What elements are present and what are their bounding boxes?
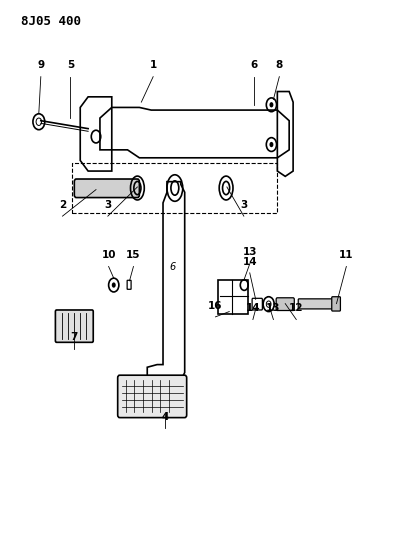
Circle shape [112,282,116,288]
Text: 11: 11 [339,250,354,260]
Text: 13: 13 [243,247,257,257]
Text: 9: 9 [37,60,44,70]
Text: 8: 8 [276,60,283,70]
FancyBboxPatch shape [276,298,294,311]
Text: 8J05 400: 8J05 400 [21,15,81,28]
Text: 15: 15 [126,250,141,260]
Text: 14: 14 [246,303,260,313]
FancyBboxPatch shape [56,310,93,342]
Text: 16: 16 [208,301,223,311]
Text: 14: 14 [243,256,257,266]
FancyBboxPatch shape [118,375,187,418]
Text: 12: 12 [289,303,304,313]
Text: 1: 1 [150,60,157,70]
Text: 5: 5 [67,60,74,70]
Circle shape [270,102,274,108]
Text: 3: 3 [104,200,112,210]
Text: 2: 2 [59,200,66,210]
FancyBboxPatch shape [332,297,340,311]
Text: 6: 6 [170,262,176,271]
Text: 4: 4 [161,412,169,422]
Text: 13: 13 [266,303,281,313]
Text: 6: 6 [250,60,257,70]
FancyBboxPatch shape [298,299,333,309]
FancyBboxPatch shape [74,179,139,198]
Text: 10: 10 [101,250,116,260]
Text: 7: 7 [71,332,78,342]
Circle shape [270,142,274,147]
Text: 3: 3 [240,200,247,210]
